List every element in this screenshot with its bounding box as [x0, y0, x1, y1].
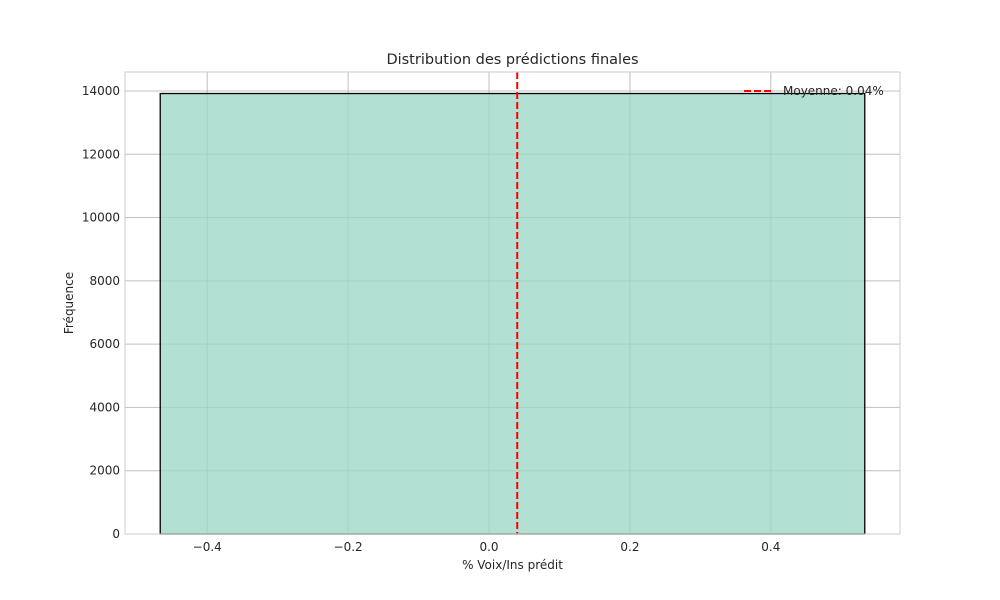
x-tick-label: 0.2 — [620, 540, 639, 554]
y-tick-label: 6000 — [89, 337, 120, 351]
x-tick-label: −0.2 — [334, 540, 363, 554]
x-axis-ticks: −0.4 −0.2 0.0 0.2 0.4 — [193, 540, 781, 554]
y-tick-label: 0 — [112, 527, 120, 541]
x-tick-label: 0.4 — [761, 540, 780, 554]
y-tick-label: 4000 — [89, 400, 120, 414]
x-tick-label: 0.0 — [479, 540, 498, 554]
y-tick-label: 12000 — [82, 147, 120, 161]
plot-frame — [124, 71, 901, 535]
axes-spines — [124, 71, 901, 535]
y-tick-label: 2000 — [89, 464, 120, 478]
y-tick-label: 14000 — [82, 84, 120, 98]
y-axis-ticks: 0 2000 4000 6000 8000 10000 12000 14000 — [82, 84, 120, 541]
legend: Moyenne: 0.04% — [744, 84, 884, 98]
x-axis-label: % Voix/Ins prédit — [462, 558, 563, 572]
y-tick-label: 10000 — [82, 211, 120, 225]
y-tick-label: 8000 — [89, 274, 120, 288]
x-tick-label: −0.4 — [193, 540, 222, 554]
legend-mean-label: Moyenne: 0.04% — [783, 84, 884, 98]
chart-title: Distribution des prédictions finales — [386, 52, 638, 68]
histogram-bars — [159, 92, 866, 535]
histogram-bar — [159, 92, 866, 535]
y-axis-label: Fréquence — [62, 272, 76, 334]
